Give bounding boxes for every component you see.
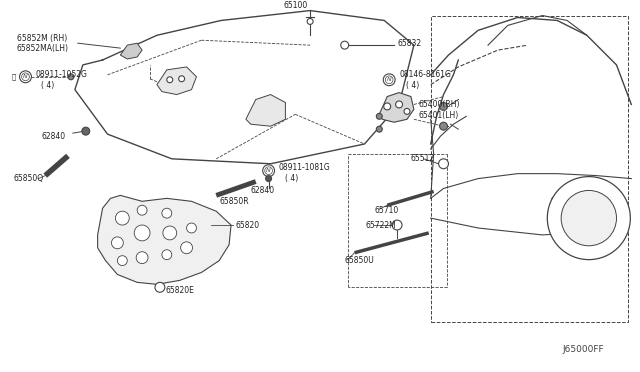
Text: 62840: 62840 — [251, 186, 275, 195]
Circle shape — [340, 41, 349, 49]
Text: 65512: 65512 — [411, 154, 435, 163]
Polygon shape — [380, 93, 414, 122]
Circle shape — [265, 167, 273, 174]
Circle shape — [440, 102, 447, 110]
Circle shape — [266, 176, 271, 182]
Circle shape — [162, 208, 172, 218]
Polygon shape — [120, 43, 142, 59]
Circle shape — [438, 159, 449, 169]
Text: 65852M (RH): 65852M (RH) — [17, 34, 67, 43]
Circle shape — [307, 19, 313, 25]
Circle shape — [134, 225, 150, 241]
Circle shape — [561, 190, 616, 246]
Text: 65400(RH): 65400(RH) — [419, 100, 460, 109]
Circle shape — [396, 101, 403, 108]
Circle shape — [376, 113, 382, 119]
Bar — [431, 16, 628, 322]
Text: Ⓝ: Ⓝ — [12, 74, 16, 80]
Circle shape — [262, 165, 275, 177]
Text: J65000FF: J65000FF — [562, 345, 604, 354]
Circle shape — [440, 122, 447, 130]
Circle shape — [376, 126, 382, 132]
Circle shape — [179, 76, 184, 82]
Text: ( 4): ( 4) — [285, 174, 299, 183]
Polygon shape — [246, 94, 285, 126]
Text: 08911-1081G: 08911-1081G — [278, 163, 330, 172]
Circle shape — [117, 256, 127, 266]
Text: 65722M: 65722M — [365, 221, 396, 230]
Text: 65710: 65710 — [374, 206, 399, 215]
Circle shape — [162, 250, 172, 260]
Text: 65832: 65832 — [397, 39, 421, 48]
Text: 65850Q: 65850Q — [13, 174, 44, 183]
Text: ( 4): ( 4) — [42, 81, 54, 90]
Circle shape — [111, 237, 124, 249]
Circle shape — [136, 252, 148, 264]
Circle shape — [392, 220, 402, 230]
Circle shape — [383, 74, 395, 86]
Circle shape — [68, 74, 74, 80]
Text: 65820: 65820 — [236, 221, 260, 230]
Text: 65820E: 65820E — [166, 286, 195, 295]
Polygon shape — [98, 195, 231, 284]
Circle shape — [180, 242, 193, 254]
Text: 08911-1052G: 08911-1052G — [35, 70, 87, 79]
Circle shape — [82, 127, 90, 135]
Circle shape — [547, 177, 630, 260]
Text: 62840: 62840 — [42, 132, 65, 141]
Circle shape — [187, 223, 196, 233]
Circle shape — [115, 211, 129, 225]
Circle shape — [155, 282, 165, 292]
Circle shape — [22, 73, 29, 81]
Circle shape — [384, 103, 390, 110]
Text: N: N — [266, 168, 271, 173]
Circle shape — [20, 71, 31, 83]
Text: 65850R: 65850R — [219, 197, 249, 206]
Text: 65100: 65100 — [283, 1, 307, 10]
Text: N: N — [387, 77, 392, 82]
Text: 65852MA(LH): 65852MA(LH) — [17, 44, 68, 52]
Circle shape — [385, 76, 393, 84]
Circle shape — [163, 226, 177, 240]
Circle shape — [167, 77, 173, 83]
Text: ( 4): ( 4) — [406, 81, 419, 90]
Circle shape — [137, 205, 147, 215]
Text: N: N — [23, 74, 28, 79]
Text: 65401(LH): 65401(LH) — [419, 111, 459, 120]
Polygon shape — [157, 67, 196, 94]
Text: 08146-8161G: 08146-8161G — [399, 70, 451, 79]
Circle shape — [404, 108, 410, 114]
Text: 65850U: 65850U — [345, 256, 374, 265]
